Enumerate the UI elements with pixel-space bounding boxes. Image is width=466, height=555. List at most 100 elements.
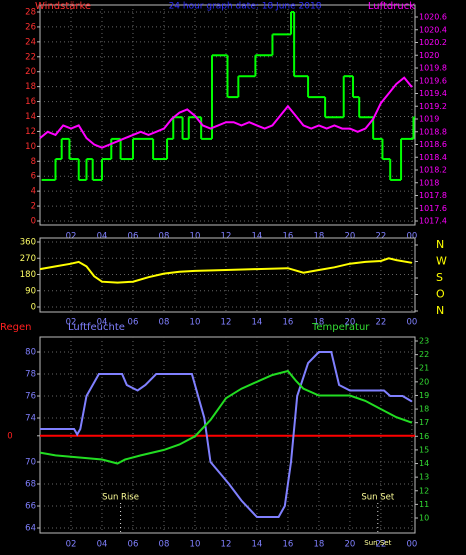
annotation: Sun Set	[361, 493, 394, 503]
chart-title: 24 hour graph date: 18 June 2018	[169, 2, 322, 12]
y-tick-label: 64	[25, 524, 36, 534]
y2-tick-label: S	[436, 271, 443, 284]
y-tick-label: 20	[25, 67, 36, 77]
y2-tick-label: 18	[419, 405, 429, 414]
y-tick-label: 70	[25, 458, 36, 468]
x-tick-label: 02	[66, 318, 77, 328]
x-tick-label: 18	[314, 540, 325, 550]
y2-tick-label: 1018	[419, 178, 439, 187]
x-tick-label: 06	[128, 232, 139, 242]
y2-tick-label: 1019.6	[419, 76, 447, 85]
x-tick-label: 18	[314, 232, 325, 242]
y2-axis-label: Temperatur	[311, 322, 370, 333]
y2-tick-label: 22	[419, 350, 429, 359]
y-tick-label: 16	[25, 97, 36, 107]
y2-tick-label: 1018.8	[419, 127, 447, 136]
y2-tick-label: 13	[419, 473, 429, 482]
y2-tick-label: 1019.2	[419, 102, 447, 111]
series-line	[39, 369, 413, 465]
x-tick-label: 00	[406, 318, 417, 328]
series-line	[39, 257, 413, 284]
x-tick-label: 08	[159, 232, 170, 242]
x-tick-label: 08	[159, 318, 170, 328]
x-tick-label: 04	[97, 318, 108, 328]
y2-tick-label: O	[436, 288, 445, 301]
y-tick-label: 6	[31, 172, 36, 182]
x-tick-label: 10	[190, 232, 201, 242]
y-tick-label: 360	[20, 238, 36, 248]
x-tick-label: 02	[66, 540, 77, 550]
y2-axis-label: Luftdruck	[368, 1, 415, 12]
y-axis-label: Windstärke	[35, 1, 91, 12]
y-tick-label: 18	[25, 82, 36, 92]
x-tick-label: 02	[66, 232, 77, 242]
y2-tick-label: 20	[419, 377, 429, 386]
x-tick-label: 00	[406, 540, 417, 550]
y2-tick-label: 1017.8	[419, 191, 447, 200]
y2-tick-label: 1020.4	[419, 25, 447, 34]
y2-tick-label: 1019.8	[419, 64, 447, 73]
x-tick-label: 20	[345, 232, 356, 242]
y-tick-label: 28	[25, 8, 36, 18]
plot-frame	[39, 4, 416, 226]
y-tick-label: 0	[31, 217, 36, 227]
y2-tick-label: N	[436, 304, 444, 317]
x-tick-label: 14	[252, 318, 263, 328]
x-tick-label: 22	[375, 318, 386, 328]
x-tick-label: 16	[283, 318, 294, 328]
y2-tick-label: N	[436, 238, 444, 251]
y2-tick-label: 1020.6	[419, 13, 447, 22]
x-tick-label: 16	[283, 232, 294, 242]
x-tick-label: 00	[406, 232, 417, 242]
y-tick-label: 270	[20, 254, 36, 264]
y-tick-label: 24	[25, 37, 36, 47]
y-tick-label: 22	[25, 52, 36, 62]
x-tick-label: 22	[375, 540, 386, 550]
series-line	[39, 76, 413, 149]
y2-tick-label: 16	[419, 432, 429, 441]
y-tick-label: 90	[25, 286, 36, 296]
y-tick-label: 74	[25, 414, 36, 424]
x-tick-label: 12	[221, 540, 232, 550]
x-tick-label: 20	[345, 540, 356, 550]
y2-tick-label: 1020	[419, 51, 439, 60]
x-tick-label: 12	[221, 318, 232, 328]
annotation-bottom: Sun Set	[364, 539, 391, 547]
y-tick-label: 14	[25, 112, 36, 122]
x-tick-label: 12	[221, 232, 232, 242]
y2-tick-label: 21	[419, 364, 429, 373]
y-tick-label: 2	[31, 202, 36, 212]
y2-tick-label: 10	[419, 514, 429, 523]
y2-tick-label: W	[436, 255, 447, 268]
y-tick-label: 8	[31, 157, 36, 167]
y2-tick-label: 1020.2	[419, 38, 447, 47]
x-tick-label: 04	[97, 540, 108, 550]
y3-tick-label: 0	[7, 431, 12, 441]
x-tick-label: 10	[190, 318, 201, 328]
y2-tick-label: 1018.2	[419, 166, 447, 175]
y-tick-label: 68	[25, 480, 36, 490]
x-tick-label: 06	[128, 318, 139, 328]
y3-axis-label: Regen	[0, 322, 32, 333]
y-tick-label: 80	[25, 348, 36, 358]
annotation: Sun Rise	[102, 493, 139, 503]
y-tick-label: 76	[25, 392, 36, 402]
y-tick-label: 0	[31, 303, 36, 313]
y2-tick-label: 14	[419, 459, 429, 468]
y-tick-label: 12	[25, 127, 36, 137]
y2-tick-label: 1017.4	[419, 217, 447, 226]
x-tick-label: 16	[283, 540, 294, 550]
y-tick-label: 180	[20, 270, 36, 280]
y2-tick-label: 15	[419, 445, 429, 454]
y2-tick-label: 11	[419, 500, 429, 509]
x-tick-label: 10	[190, 540, 201, 550]
y2-tick-label: 23	[419, 337, 429, 346]
y2-tick-label: 12	[419, 486, 429, 495]
y-tick-label: 26	[25, 22, 36, 32]
x-tick-label: 08	[159, 540, 170, 550]
x-tick-label: 06	[128, 540, 139, 550]
x-tick-label: 14	[252, 540, 263, 550]
x-tick-label: 20	[345, 318, 356, 328]
y2-tick-label: 1017.6	[419, 204, 447, 213]
